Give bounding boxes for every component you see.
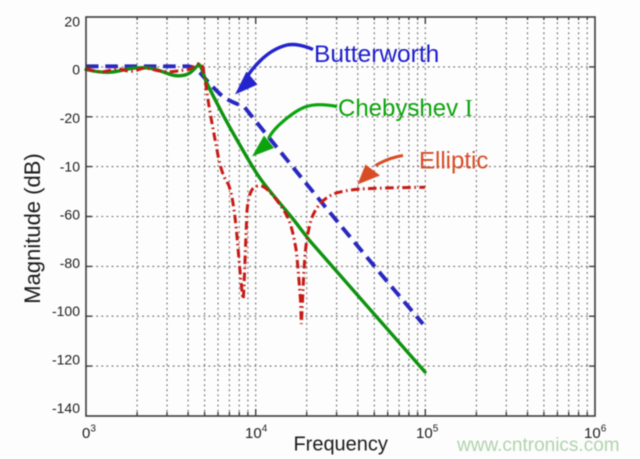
svg-text:-120: -120: [52, 352, 80, 368]
svg-text:-60: -60: [60, 207, 80, 223]
svg-text:-20: -20: [60, 110, 80, 126]
svg-text:-140: -140: [52, 400, 80, 416]
svg-text:-10: -10: [60, 158, 80, 174]
svg-text:Frequency: Frequency: [293, 434, 388, 456]
svg-text:Chebyshev I: Chebyshev I: [338, 95, 473, 122]
svg-text:Magnitude (dB): Magnitude (dB): [20, 153, 45, 303]
svg-text:20: 20: [64, 13, 80, 29]
svg-text:-100: -100: [52, 303, 80, 319]
svg-text:Butterworth: Butterworth: [314, 41, 439, 68]
svg-text:www.cntronics.com: www.cntronics.com: [456, 435, 620, 456]
svg-text:-80: -80: [60, 255, 80, 271]
svg-text:Elliptic: Elliptic: [419, 148, 488, 175]
svg-text:0: 0: [72, 62, 80, 78]
